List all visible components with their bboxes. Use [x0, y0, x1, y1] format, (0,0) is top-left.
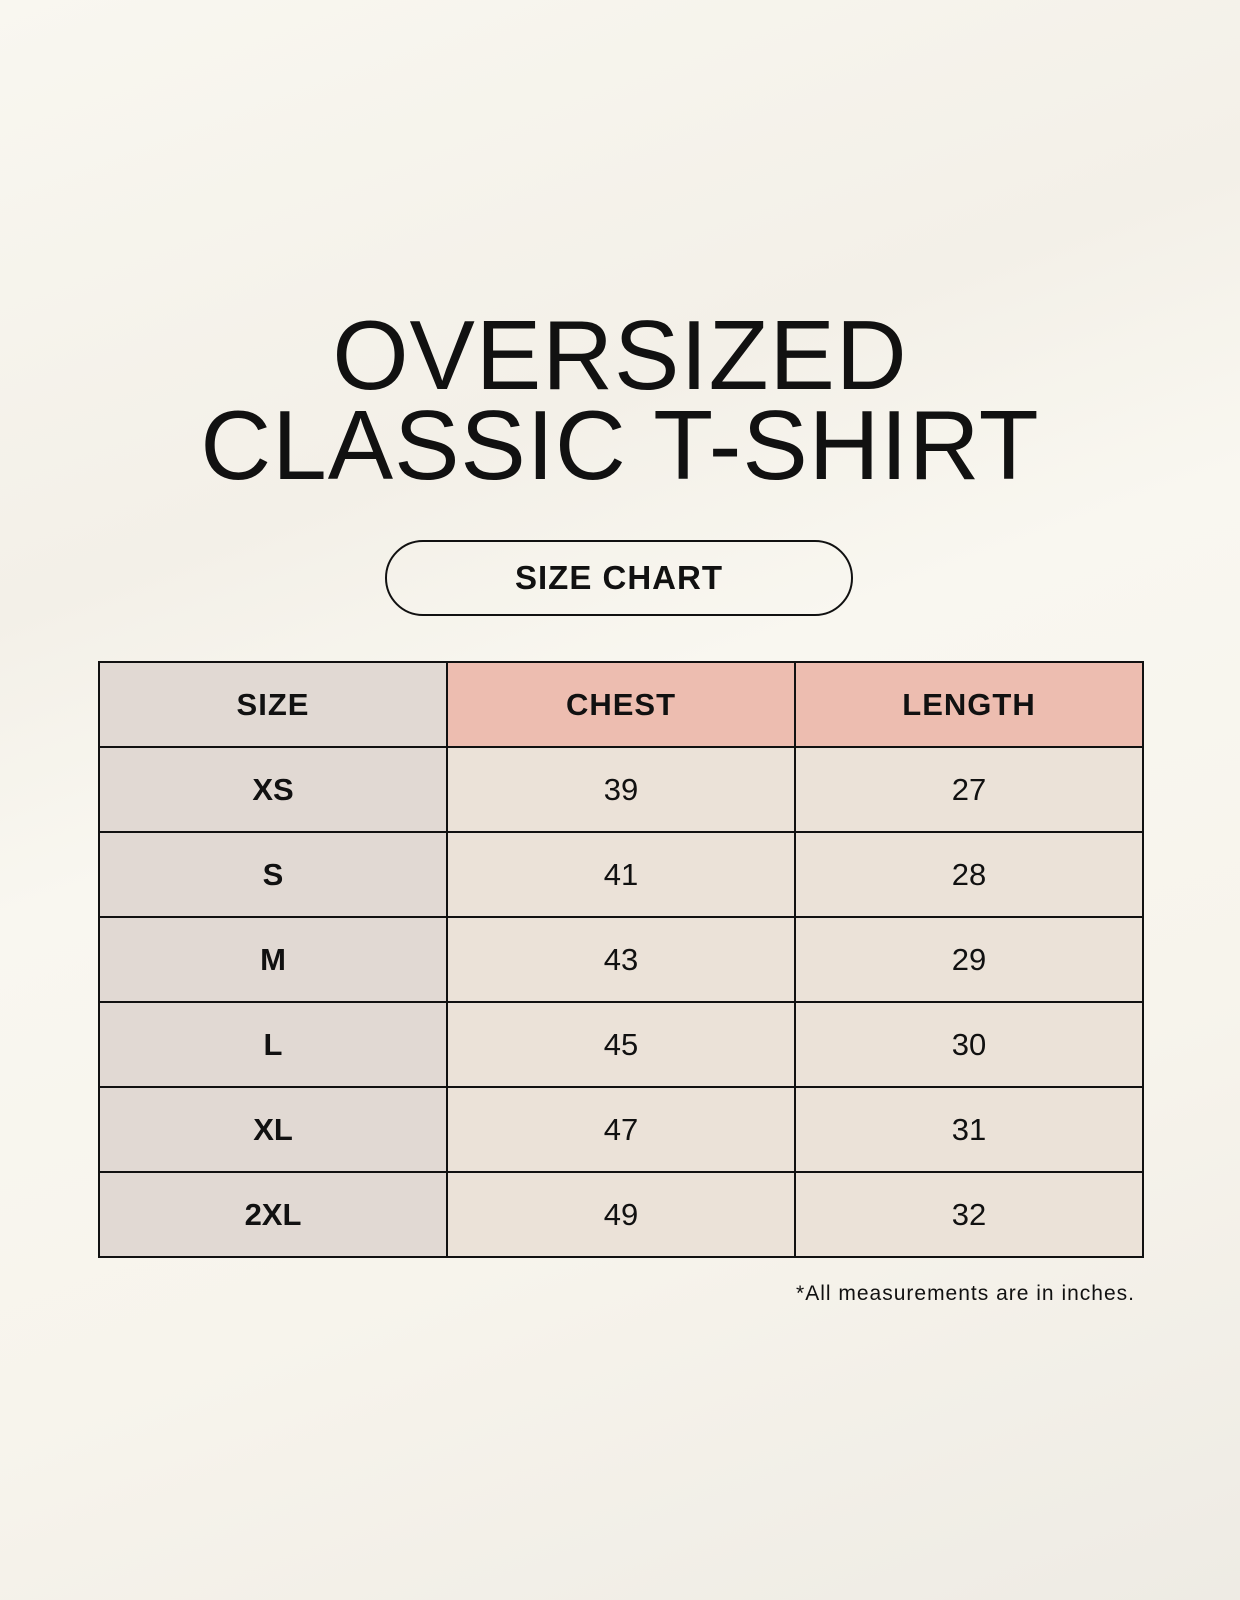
cell-size: XL: [98, 1086, 448, 1173]
cell-chest: 39: [446, 746, 796, 833]
cell-length: 29: [794, 916, 1144, 1003]
cell-size: L: [98, 1001, 448, 1088]
header-size: SIZE: [98, 661, 448, 748]
cell-chest: 49: [446, 1171, 796, 1258]
footnote: *All measurements are in inches.: [796, 1282, 1135, 1305]
size-table: SIZE CHEST LENGTH XS 39 27 S 41 28 M 43 29 L 45 30 X…: [98, 661, 1144, 1258]
table-row: 2XL 49 32: [98, 1171, 1144, 1258]
header-chest: CHEST: [446, 661, 796, 748]
cell-chest: 41: [446, 831, 796, 918]
header-row: SIZE CHEST LENGTH: [98, 661, 1144, 748]
header-length: LENGTH: [794, 661, 1144, 748]
cell-length: 30: [794, 1001, 1144, 1088]
cell-length: 28: [794, 831, 1144, 918]
table-row: XL 47 31: [98, 1086, 1144, 1173]
size-chart-badge: SIZE CHART: [385, 540, 853, 616]
cell-size: 2XL: [98, 1171, 448, 1258]
cell-size: M: [98, 916, 448, 1003]
cell-chest: 43: [446, 916, 796, 1003]
table-row: M 43 29: [98, 916, 1144, 1003]
page-title: OVERSIZED CLASSIC T-SHIRT: [0, 300, 1240, 500]
cell-length: 32: [794, 1171, 1144, 1258]
cell-length: 31: [794, 1086, 1144, 1173]
table-row: XS 39 27: [98, 746, 1144, 833]
table-row: S 41 28: [98, 831, 1144, 918]
cell-length: 27: [794, 746, 1144, 833]
cell-chest: 45: [446, 1001, 796, 1088]
table-row: L 45 30: [98, 1001, 1144, 1088]
cell-size: XS: [98, 746, 448, 833]
title-line-1: OVERSIZED: [332, 300, 908, 410]
cell-size: S: [98, 831, 448, 918]
title-line-2: CLASSIC T-SHIRT: [200, 390, 1040, 500]
cell-chest: 47: [446, 1086, 796, 1173]
